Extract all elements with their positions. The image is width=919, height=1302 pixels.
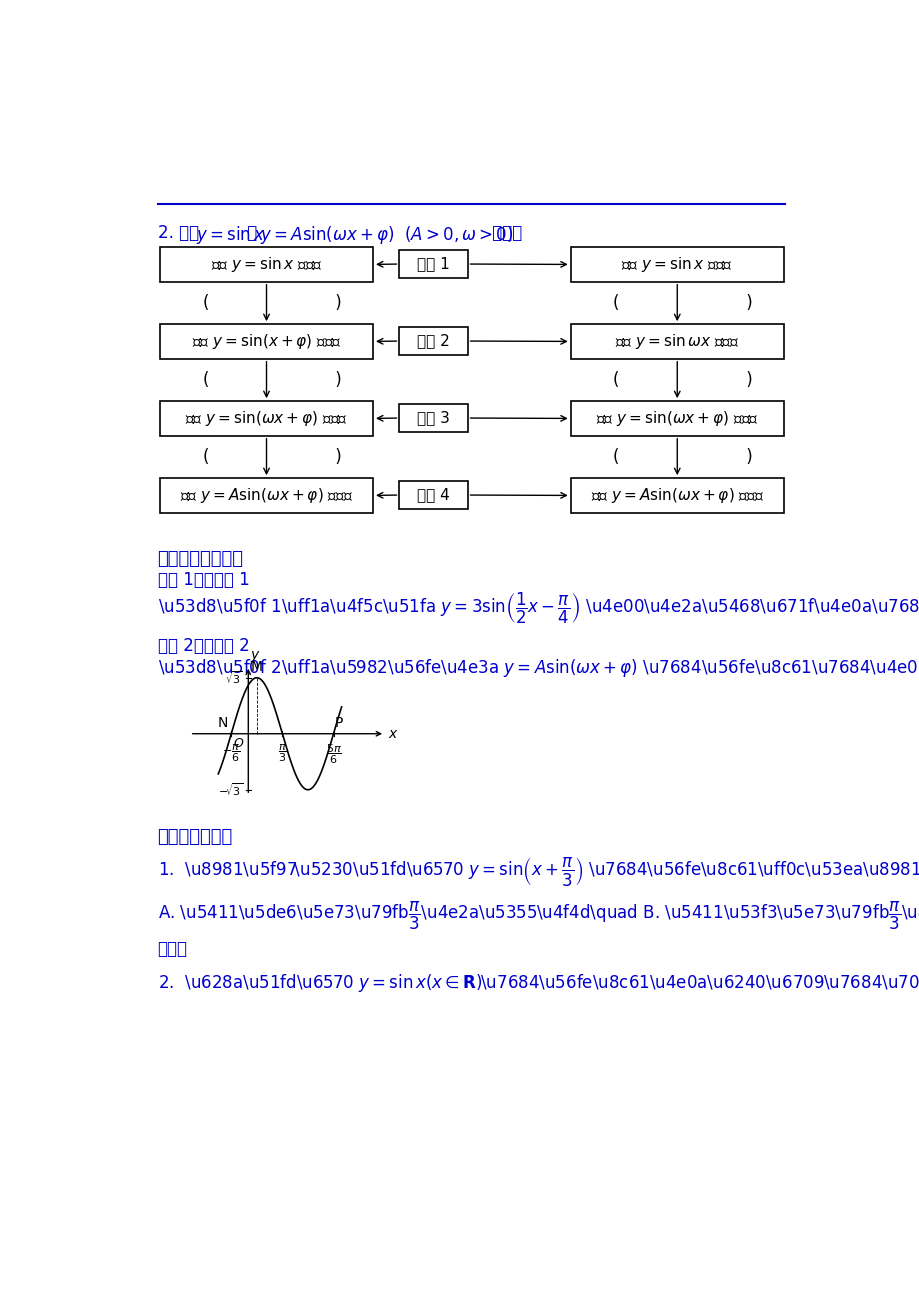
Text: M: M bbox=[251, 660, 263, 674]
Bar bbox=[570, 478, 783, 513]
Text: $y=A\sin(\omega x+\varphi)$: $y=A\sin(\omega x+\varphi)$ bbox=[260, 224, 394, 246]
Text: \u53d8\u5f0f 2\uff1a\u5982\u56fe\u4e3a $y=A\sin(\omega x+\varphi)$ \u7684\u56fe\: \u53d8\u5f0f 2\uff1a\u5982\u56fe\u4e3a $… bbox=[157, 656, 919, 678]
Bar bbox=[160, 324, 373, 359]
Bar bbox=[160, 247, 373, 281]
Text: (: ( bbox=[613, 448, 624, 466]
Bar bbox=[399, 250, 467, 277]
Text: $O$: $O$ bbox=[233, 737, 244, 750]
Text: 得到 $y=A\sin(\omega x+\varphi)$ 的图象: 得到 $y=A\sin(\omega x+\varphi)$ 的图象 bbox=[590, 486, 763, 505]
Text: 个单位: 个单位 bbox=[157, 940, 187, 958]
Bar bbox=[399, 404, 467, 432]
Text: 与: 与 bbox=[242, 224, 262, 242]
Text: 三、例题与变式：: 三、例题与变式： bbox=[157, 551, 244, 569]
Text: 画出 $y=\sin x$ 的图象: 画出 $y=\sin x$ 的图象 bbox=[621, 255, 732, 273]
Text: $(A>0,\omega>0)$: $(A>0,\omega>0)$ bbox=[399, 224, 514, 243]
Text: 例题 2：课本例 2: 例题 2：课本例 2 bbox=[157, 637, 249, 655]
Text: 例题 1：课本例 1: 例题 1：课本例 1 bbox=[157, 570, 249, 589]
Text: 2. 函数: 2. 函数 bbox=[157, 224, 204, 242]
Text: N: N bbox=[218, 716, 228, 730]
Text: $y=\sin x$: $y=\sin x$ bbox=[196, 224, 266, 246]
Text: 得到 $y=\sin(\omega x+\varphi)$ 的图象: 得到 $y=\sin(\omega x+\varphi)$ 的图象 bbox=[185, 409, 347, 428]
Text: 步骤 2: 步骤 2 bbox=[416, 333, 449, 349]
Text: 步骤 4: 步骤 4 bbox=[416, 487, 449, 503]
Text: (: ( bbox=[613, 371, 624, 389]
Text: 的图像: 的图像 bbox=[486, 224, 522, 242]
Bar bbox=[570, 324, 783, 359]
Text: 四、目标检测：: 四、目标检测： bbox=[157, 828, 233, 846]
Text: 1.  \u8981\u5f97\u5230\u51fd\u6570 $y=\sin\!\left(x+\dfrac{\pi}{3}\right)$ \u768: 1. \u8981\u5f97\u5230\u51fd\u6570 $y=\si… bbox=[157, 855, 919, 888]
Text: A. \u5411\u5de6\u5e73\u79fb$\dfrac{\pi}{3}$\u4e2a\u5355\u4f4d\quad B. \u5411\u53: A. \u5411\u5de6\u5e73\u79fb$\dfrac{\pi}{… bbox=[157, 900, 919, 932]
Text: $\sqrt{3}$: $\sqrt{3}$ bbox=[225, 669, 244, 686]
Text: $y$: $y$ bbox=[250, 650, 260, 664]
Text: \u53d8\u5f0f 1\uff1a\u4f5c\u51fa $y=3\sin\!\left(\dfrac{1}{2}x-\dfrac{\pi}{4}\ri: \u53d8\u5f0f 1\uff1a\u4f5c\u51fa $y=3\si… bbox=[157, 591, 919, 626]
Text: 得到 $y=\sin(x+\varphi)$ 的图象: 得到 $y=\sin(x+\varphi)$ 的图象 bbox=[191, 332, 341, 352]
Text: $-\dfrac{\pi}{6}$: $-\dfrac{\pi}{6}$ bbox=[221, 743, 240, 764]
Text: $\dfrac{5\pi}{6}$: $\dfrac{5\pi}{6}$ bbox=[325, 743, 341, 767]
Bar bbox=[570, 247, 783, 281]
Text: 步骤 1: 步骤 1 bbox=[416, 256, 449, 272]
Bar bbox=[160, 401, 373, 436]
Text: P: P bbox=[334, 716, 342, 730]
Text: 画出 $y=\sin x$ 的图象: 画出 $y=\sin x$ 的图象 bbox=[210, 255, 322, 273]
Text: ): ) bbox=[741, 371, 752, 389]
Text: $-\!\sqrt{3}$: $-\!\sqrt{3}$ bbox=[218, 781, 244, 798]
Text: ): ) bbox=[330, 294, 342, 312]
Bar bbox=[160, 478, 373, 513]
Text: $x$: $x$ bbox=[388, 727, 399, 741]
Text: 步骤 3: 步骤 3 bbox=[416, 410, 449, 426]
Text: 得到 $y=\sin(\omega x+\varphi)$ 的图象: 得到 $y=\sin(\omega x+\varphi)$ 的图象 bbox=[596, 409, 757, 428]
Text: (: ( bbox=[613, 294, 624, 312]
Text: (: ( bbox=[202, 371, 214, 389]
Text: $\dfrac{\pi}{3}$: $\dfrac{\pi}{3}$ bbox=[278, 743, 287, 764]
Text: ): ) bbox=[741, 448, 752, 466]
Text: ): ) bbox=[741, 294, 752, 312]
Text: 得到 $y=A\sin(\omega x+\varphi)$ 的图象: 得到 $y=A\sin(\omega x+\varphi)$ 的图象 bbox=[180, 486, 353, 505]
Text: 2.  \u628a\u51fd\u6570 $y=\sin x$($x\in\mathbf{R}$)\u7684\u56fe\u8c61\u4e0a\u624: 2. \u628a\u51fd\u6570 $y=\sin x$($x\in\m… bbox=[157, 970, 919, 1001]
Bar bbox=[399, 482, 467, 509]
Text: (: ( bbox=[202, 448, 214, 466]
Bar bbox=[570, 401, 783, 436]
Text: (: ( bbox=[202, 294, 214, 312]
Text: ): ) bbox=[330, 448, 342, 466]
Bar bbox=[399, 327, 467, 355]
Text: ): ) bbox=[330, 371, 342, 389]
Text: 得到 $y=\sin\omega x$ 的图象: 得到 $y=\sin\omega x$ 的图象 bbox=[615, 332, 739, 352]
